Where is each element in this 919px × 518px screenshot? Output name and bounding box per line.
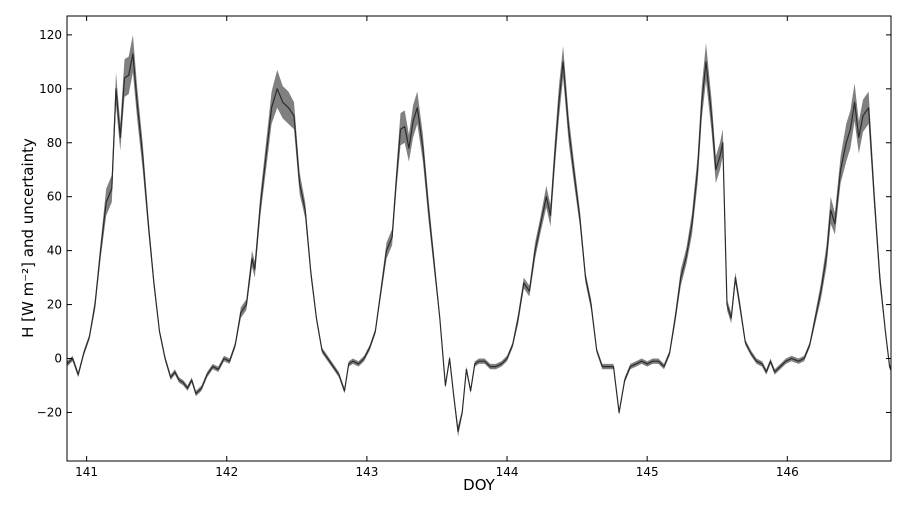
x-tick-label: 144 <box>496 465 519 479</box>
y-tick-label: 20 <box>47 298 62 312</box>
y-tick-label: 60 <box>47 190 62 204</box>
x-axis-ticks: 141 142 143 144 145 146 <box>75 16 799 479</box>
y-tick-label: 100 <box>39 82 62 96</box>
plot-frame <box>66 15 892 462</box>
y-tick-label: 0 <box>54 352 62 366</box>
y-axis-ticks: −20 0 20 40 60 80 100 120 <box>37 28 891 419</box>
x-tick-label: 141 <box>75 465 98 479</box>
x-tick-label: 146 <box>776 465 799 479</box>
flux-line <box>66 53 892 432</box>
y-tick-label: −20 <box>37 405 62 419</box>
y-tick-label: 40 <box>47 244 62 258</box>
y-tick-label: 120 <box>39 28 62 42</box>
x-tick-label: 143 <box>355 465 378 479</box>
y-axis-label: H [W m⁻²] and uncertainty <box>19 138 37 338</box>
x-axis-label: DOY <box>463 476 496 494</box>
x-tick-label: 142 <box>215 465 238 479</box>
y-tick-label: 80 <box>47 136 62 150</box>
x-tick-label: 145 <box>636 465 659 479</box>
plot-area <box>66 34 892 437</box>
